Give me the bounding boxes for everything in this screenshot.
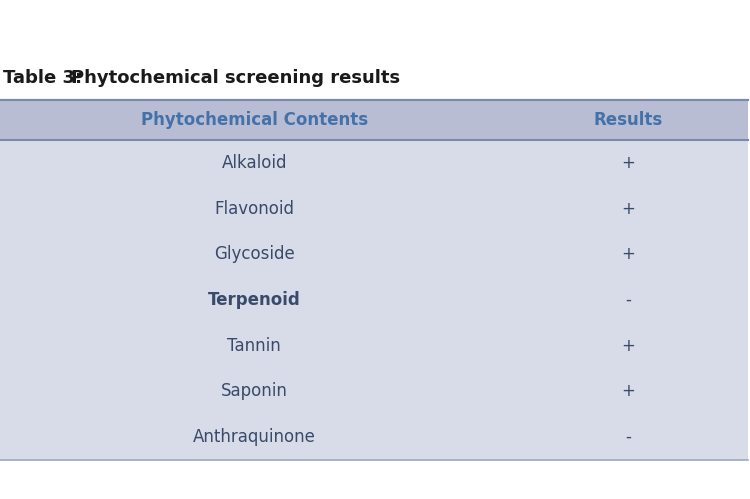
Text: -: - (626, 291, 632, 309)
Text: Table 3:: Table 3: (3, 69, 88, 87)
Bar (0, 100, 748, 140)
Bar (0, 100, 748, 460)
Text: Results: Results (594, 111, 663, 129)
Text: +: + (622, 246, 635, 263)
Text: Alkaloid: Alkaloid (221, 154, 287, 172)
Text: Tannin: Tannin (227, 337, 281, 355)
Text: +: + (622, 200, 635, 218)
Text: +: + (622, 382, 635, 400)
Text: Anthraquinone: Anthraquinone (193, 428, 316, 446)
Text: Phytochemical screening results: Phytochemical screening results (71, 69, 401, 87)
Text: -: - (626, 428, 632, 446)
Text: +: + (622, 154, 635, 172)
Text: Phytochemical Contents: Phytochemical Contents (141, 111, 368, 129)
Text: Glycoside: Glycoside (214, 246, 295, 263)
Text: Flavonoid: Flavonoid (214, 200, 294, 218)
Text: Terpenoid: Terpenoid (208, 291, 301, 309)
Text: +: + (622, 337, 635, 355)
Text: Saponin: Saponin (221, 382, 288, 400)
